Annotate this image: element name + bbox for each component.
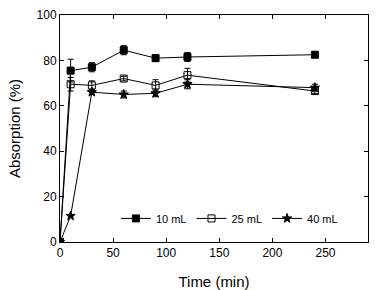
svg-text:80: 80	[43, 54, 57, 68]
svg-text:Absorption (%): Absorption (%)	[6, 79, 23, 178]
svg-text:40 mL: 40 mL	[307, 213, 338, 225]
svg-text:Time (min): Time (min)	[178, 273, 249, 290]
svg-text:200: 200	[262, 246, 282, 260]
svg-text:10 mL: 10 mL	[156, 213, 187, 225]
svg-text:100: 100	[37, 8, 57, 22]
svg-text:0: 0	[50, 235, 57, 249]
svg-text:20: 20	[43, 190, 57, 204]
svg-text:150: 150	[209, 246, 229, 260]
svg-text:40: 40	[43, 144, 57, 158]
svg-text:60: 60	[43, 99, 57, 113]
svg-text:25 mL: 25 mL	[231, 213, 262, 225]
svg-text:250: 250	[316, 246, 336, 260]
svg-text:100: 100	[156, 246, 176, 260]
svg-text:0: 0	[57, 246, 64, 260]
svg-text:50: 50	[106, 246, 120, 260]
